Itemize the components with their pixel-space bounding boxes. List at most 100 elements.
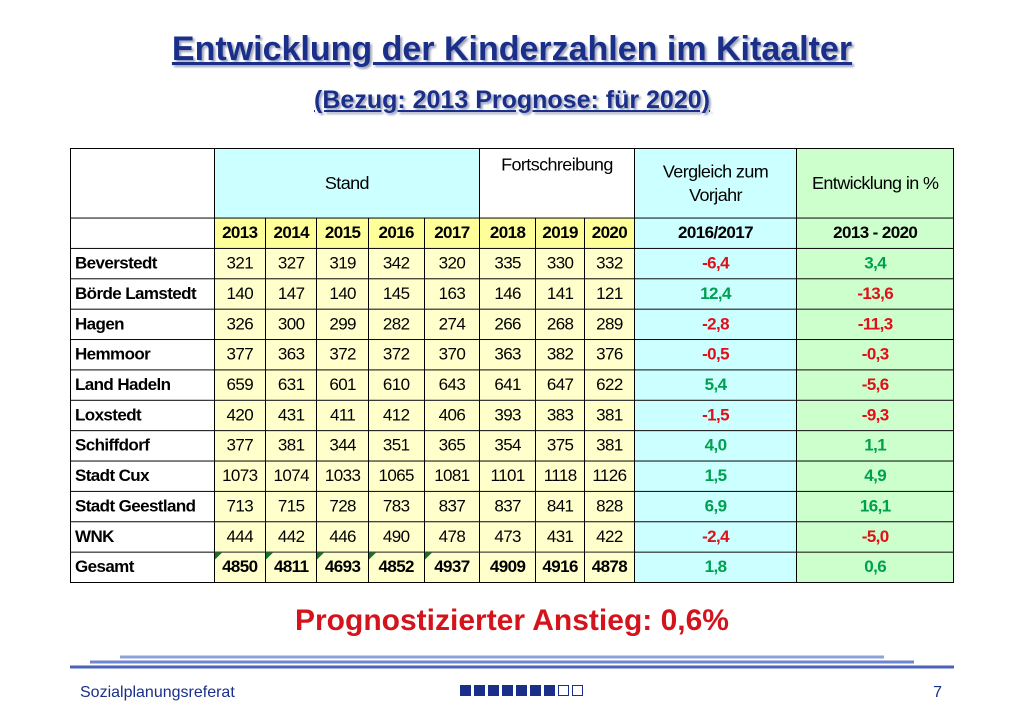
value-cell: 601 bbox=[316, 369, 369, 401]
value-cell: 431 bbox=[534, 521, 586, 553]
value-text: 326 bbox=[226, 314, 254, 334]
value-text: 431 bbox=[277, 405, 305, 425]
value-cell: 431 bbox=[264, 399, 318, 432]
value-cell: 490 bbox=[367, 521, 425, 553]
slide-subtitle: (Bezug: 2013 Prognose: für 2020) bbox=[314, 86, 710, 114]
value-cell: 4878 bbox=[584, 551, 635, 583]
value-text: 335 bbox=[494, 253, 521, 273]
value-cell: 610 bbox=[367, 369, 425, 401]
value-cell: 266 bbox=[479, 308, 536, 341]
value-cell: 1033 bbox=[316, 460, 369, 492]
value-text: 146 bbox=[494, 284, 521, 303]
progress-box-filled bbox=[488, 685, 499, 696]
region-name: Börde Lamstedt bbox=[70, 278, 215, 310]
value-text: 377 bbox=[226, 344, 254, 364]
value-text: 289 bbox=[596, 314, 623, 334]
vergleich-cell: 12,4 bbox=[633, 278, 798, 310]
region-name: Loxstedt bbox=[70, 399, 215, 432]
cell-comment-marker bbox=[317, 553, 325, 560]
value-text: 4850 bbox=[222, 557, 258, 577]
region-name: Beverstedt bbox=[70, 247, 215, 280]
value-text: 643 bbox=[438, 375, 466, 394]
value-text: 1065 bbox=[378, 466, 414, 486]
value-text: 473 bbox=[494, 527, 521, 546]
value-cell: 622 bbox=[584, 369, 635, 401]
region-name: Hemmoor bbox=[70, 339, 215, 371]
vergleich-cell: -6,4 bbox=[633, 247, 798, 280]
table-row: Beverstedt 321 327 319 342 320 335 330 332 -6,4 3,… bbox=[70, 247, 954, 280]
progress-box-filled bbox=[460, 685, 471, 696]
slide-progress-indicator bbox=[460, 685, 583, 696]
value-text: 300 bbox=[277, 314, 305, 334]
value-text: 4811 bbox=[273, 557, 309, 577]
footer-decoration-lines bbox=[70, 655, 954, 669]
value-text: 715 bbox=[277, 496, 305, 516]
value-cell: 342 bbox=[367, 247, 425, 280]
value-text: 783 bbox=[382, 496, 410, 516]
value-text: 1074 bbox=[273, 466, 310, 486]
value-cell: 1118 bbox=[534, 460, 586, 492]
value-cell: 411 bbox=[316, 399, 369, 432]
slide-title: Entwicklung der Kinderzahlen im Kitaalte… bbox=[171, 30, 853, 68]
year-header: 2015 bbox=[316, 217, 369, 249]
region-name: Gesamt bbox=[70, 551, 215, 583]
table-body: Stand Fortschreibung Vergleich zum Vorjah… bbox=[70, 148, 954, 583]
value-text: 365 bbox=[438, 436, 466, 455]
value-cell: 828 bbox=[584, 490, 635, 523]
cell-comment-marker bbox=[425, 553, 432, 560]
value-cell: 363 bbox=[264, 339, 318, 371]
value-cell: 140 bbox=[213, 278, 267, 310]
region-name: Stadt Geestland bbox=[70, 490, 215, 523]
value-text: 363 bbox=[494, 344, 521, 364]
value-text: 376 bbox=[596, 344, 623, 364]
value-cell: 382 bbox=[534, 339, 586, 371]
value-cell: 713 bbox=[213, 490, 267, 523]
value-text: 375 bbox=[546, 436, 574, 455]
cell-comment-marker bbox=[266, 553, 273, 560]
value-text: 610 bbox=[382, 375, 410, 394]
value-cell: 381 bbox=[264, 430, 318, 462]
value-text: 1073 bbox=[222, 466, 258, 486]
value-cell: 473 bbox=[479, 521, 536, 553]
value-cell: 146 bbox=[479, 278, 536, 310]
value-text: 299 bbox=[329, 314, 356, 334]
table-row: Stadt Geestland 713 715 728 783 837 837 841 828 6… bbox=[70, 490, 954, 523]
value-cell: 4916 bbox=[534, 551, 586, 583]
value-cell: 376 bbox=[584, 339, 635, 371]
region-name: Stadt Cux bbox=[70, 460, 215, 492]
entwicklung-cell: -0,3 bbox=[796, 339, 954, 371]
vergleich-cell: 1,5 bbox=[633, 460, 798, 492]
year-header: 2018 bbox=[479, 217, 536, 249]
value-cell: 282 bbox=[367, 308, 425, 341]
value-cell: 412 bbox=[367, 399, 425, 432]
vergleich-cell: 6,9 bbox=[633, 490, 798, 523]
value-cell: 420 bbox=[213, 399, 267, 432]
progress-box-filled bbox=[502, 685, 513, 696]
value-cell: 321 bbox=[213, 247, 267, 280]
value-cell: 330 bbox=[534, 247, 586, 280]
value-text: 354 bbox=[494, 436, 521, 455]
value-text: 266 bbox=[494, 314, 521, 334]
value-cell: 300 bbox=[264, 308, 318, 341]
value-text: 147 bbox=[277, 284, 305, 303]
value-cell: 643 bbox=[423, 369, 481, 401]
value-text: 382 bbox=[546, 344, 574, 364]
value-cell: 344 bbox=[316, 430, 369, 462]
value-text: 444 bbox=[226, 527, 254, 546]
value-text: 330 bbox=[546, 253, 574, 273]
value-text: 837 bbox=[494, 496, 521, 516]
value-text: 377 bbox=[226, 436, 254, 455]
vergleich-col-header: 2016/2017 bbox=[633, 217, 798, 249]
value-text: 411 bbox=[329, 405, 356, 425]
vergleich-cell: 5,4 bbox=[633, 369, 798, 401]
value-text: 641 bbox=[494, 375, 521, 394]
value-text: 828 bbox=[596, 496, 623, 516]
value-text: 363 bbox=[277, 344, 305, 364]
value-cell: 147 bbox=[264, 278, 318, 310]
year-header: 2016 bbox=[367, 217, 425, 249]
value-cell: 841 bbox=[534, 490, 586, 523]
value-text: 1118 bbox=[543, 466, 578, 486]
region-name: Hagen bbox=[70, 308, 215, 341]
table-row: Hemmoor 377 363 372 372 370 363 382 376 -0,5 -0,3 bbox=[70, 339, 954, 371]
entwicklung-col-header: 2013 - 2020 bbox=[796, 217, 954, 249]
